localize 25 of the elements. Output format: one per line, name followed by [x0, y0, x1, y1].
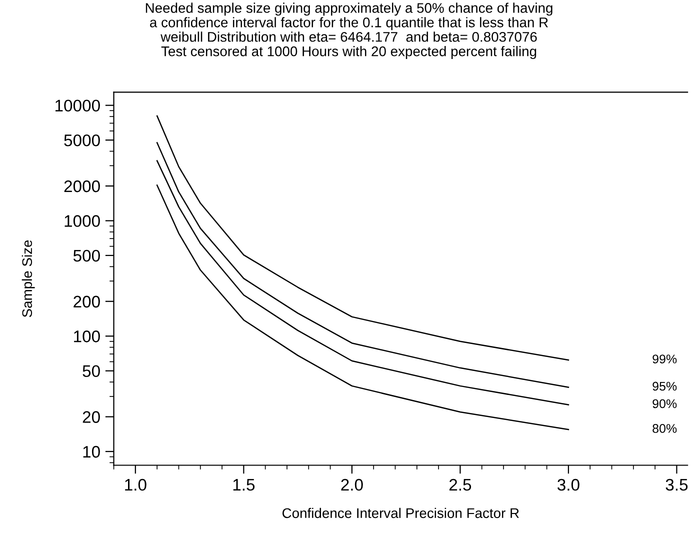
y-tick-label: 50: [82, 365, 100, 378]
x-tick-label: 3.5: [666, 478, 688, 491]
x-tick-label: 1.0: [125, 478, 146, 491]
text: 95%: [652, 382, 677, 391]
y-tick-label: 100: [74, 330, 100, 342]
y-tick-label: 1000: [64, 215, 100, 227]
text: 99%: [652, 354, 677, 364]
line-series: [156, 184, 570, 430]
y-tick-label: 20: [82, 411, 100, 423]
y-tick-label: 10000: [56, 100, 100, 112]
chart-title: Needed sample size giving approximately a 50% chance of having a confidence interval factor for the 0.1 quantile that is less than R weibull Distribution with eta= 6464.177 and beta= 0.8037076 Test censored at 1000 Hours with 20 expected percent failing: [146, 2, 552, 59]
y-tick-label: 2000: [64, 180, 100, 192]
x-tick-label: 2.0: [341, 478, 363, 491]
line-series: [156, 115, 570, 361]
y-tick-label: 10: [83, 446, 100, 458]
y-axis-title: Sample Size: [22, 240, 35, 318]
y-tick-label: 500: [73, 250, 100, 262]
text: 80%: [652, 424, 677, 433]
x-tick-label: 2.5: [449, 478, 472, 491]
x-tick-label: 1.5: [233, 479, 255, 491]
text: 90%: [652, 399, 677, 408]
x-axis-title: Confidence Interval Precision Factor R: [282, 508, 519, 518]
x-tick-label: 3.0: [558, 478, 580, 491]
y-tick-label: 200: [74, 296, 100, 308]
y-tick-label: 5000: [64, 134, 100, 146]
